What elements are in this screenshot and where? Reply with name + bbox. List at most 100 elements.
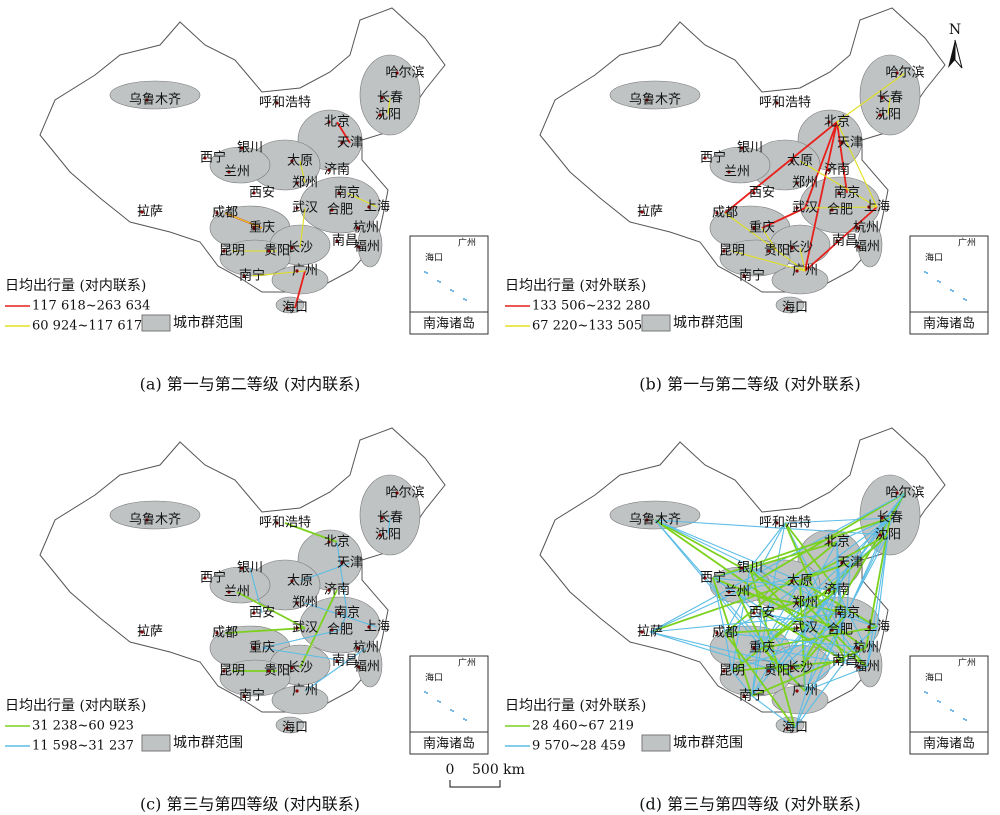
island xyxy=(424,691,426,693)
city-label: 南昌 xyxy=(332,653,358,669)
city-label: 呼和浩特 xyxy=(759,516,811,531)
city-label: 西安 xyxy=(749,186,775,201)
city-dot xyxy=(837,191,841,195)
city-dot xyxy=(895,71,899,75)
city-dot xyxy=(380,96,384,100)
island xyxy=(950,709,952,711)
panel-caption: (c) 第三与第四等级 (对内联系) xyxy=(140,795,360,814)
link-line xyxy=(724,627,806,634)
city-dot xyxy=(367,625,371,629)
city-label: 西宁 xyxy=(700,150,726,166)
link-line xyxy=(736,591,848,614)
link-line xyxy=(299,160,306,184)
city-label: 银川 xyxy=(737,561,763,576)
link-line xyxy=(654,519,806,692)
city-dot xyxy=(645,98,649,102)
city-dot xyxy=(752,611,756,615)
city-dot xyxy=(790,579,794,583)
city-label: 武汉 xyxy=(792,621,818,636)
link-line xyxy=(299,207,306,249)
city-label: 福州 xyxy=(854,660,880,675)
legend-label: 31 238~60 923 xyxy=(32,719,134,734)
agglomeration xyxy=(275,716,305,734)
legend-label: 11 598~31 237 xyxy=(32,739,134,754)
link-line xyxy=(736,492,906,593)
city-dot xyxy=(752,191,756,195)
island xyxy=(437,280,439,282)
city-label: 南京 xyxy=(334,605,360,621)
city-dot xyxy=(203,156,207,160)
city-dot xyxy=(830,208,834,212)
city-dot xyxy=(290,246,294,250)
link-line xyxy=(804,121,838,209)
link-line xyxy=(224,627,306,634)
city-dot xyxy=(327,120,331,124)
link-line xyxy=(751,695,796,729)
city-dot xyxy=(267,249,271,253)
city-dot xyxy=(290,579,294,583)
link-line xyxy=(387,517,391,536)
city-dot xyxy=(357,245,361,249)
link-line xyxy=(649,562,851,633)
city-label: 海口 xyxy=(282,721,308,736)
city-dot xyxy=(740,146,744,150)
city-label: 长春 xyxy=(377,91,403,106)
city-label: 合肥 xyxy=(827,623,853,638)
city-dot xyxy=(227,170,231,174)
city-label: 乌鲁木齐 xyxy=(629,512,681,528)
link-line xyxy=(761,207,806,229)
link-line xyxy=(794,660,846,729)
inset-city: 广州 xyxy=(958,237,976,249)
panel-caption: (a) 第一与第二等级 (对内联系) xyxy=(140,375,361,394)
city-label: 哈尔滨 xyxy=(385,65,424,81)
city-label: 沈阳 xyxy=(875,108,901,123)
link-line xyxy=(649,492,906,633)
city-dot xyxy=(215,631,219,635)
city-dot xyxy=(795,206,799,210)
link-line xyxy=(712,577,753,697)
city-dot xyxy=(252,191,256,195)
legend-label: 67 220~133 505 xyxy=(532,319,642,334)
link-line xyxy=(387,97,391,116)
legend-title: 日均出行量 (对内联系) xyxy=(5,698,146,714)
city-label: 北京 xyxy=(324,535,350,550)
link-line xyxy=(776,667,801,672)
city-dot xyxy=(295,181,299,185)
link-line xyxy=(784,517,891,524)
city-dot xyxy=(335,239,339,243)
city-label: 太原 xyxy=(787,154,813,169)
inset-frame xyxy=(409,655,489,755)
link-line xyxy=(724,212,806,272)
city-dot xyxy=(703,156,707,160)
island xyxy=(426,272,428,274)
link-line xyxy=(339,612,348,631)
city-label: 广州 xyxy=(292,684,318,699)
link-line xyxy=(751,627,806,697)
city-label: 乌鲁木齐 xyxy=(129,512,181,528)
city-dot xyxy=(752,646,756,650)
city-dot xyxy=(252,646,256,650)
link-line xyxy=(749,541,838,569)
agglomeration xyxy=(219,659,291,697)
city-dot xyxy=(795,689,799,693)
city-dot xyxy=(285,726,289,730)
city-dot xyxy=(727,170,731,174)
city-label: 重庆 xyxy=(749,220,775,236)
city-label: 杭州 xyxy=(853,221,879,236)
city-dot xyxy=(840,141,844,145)
link-line xyxy=(804,206,878,209)
city-dot xyxy=(327,540,331,544)
legend-title: 日均出行量 (对外联系) xyxy=(505,278,646,294)
link-line xyxy=(649,612,848,633)
city-label: 乌鲁木齐 xyxy=(629,92,681,108)
legend-region-label: 城市群范围 xyxy=(673,734,743,751)
inset-city: 海口 xyxy=(425,672,443,684)
island xyxy=(952,710,954,712)
city-dot xyxy=(790,666,794,670)
island xyxy=(952,290,954,292)
city-dot xyxy=(795,181,799,185)
city-label: 西安 xyxy=(249,186,275,201)
